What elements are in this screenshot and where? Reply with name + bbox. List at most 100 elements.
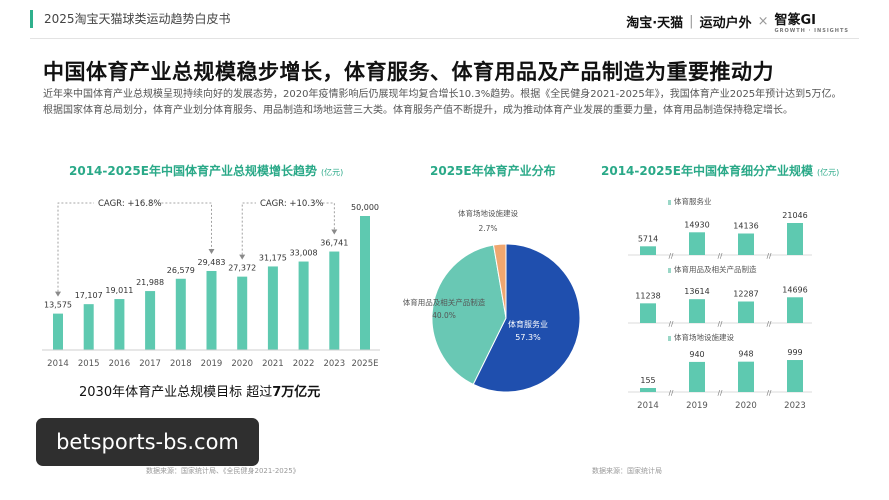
x-tick-2014: 2014 [47, 359, 69, 369]
series-title-venue: 体育场地设施建设 [674, 332, 734, 342]
pie-label-venue-name: 体育场地设施建设 [458, 208, 518, 218]
cagr-1-arrow-end [208, 248, 215, 254]
x-tick-right-2023: 2023 [784, 401, 806, 411]
bar-value-goods-2019: 13614 [684, 287, 709, 296]
cagr-1-arrow-start [55, 291, 61, 297]
cagr-2-label-bg [256, 196, 312, 209]
bar-goods-2023 [787, 297, 803, 323]
x-tick-2017: 2017 [139, 359, 161, 369]
x-tick-2025E: 2025E [351, 359, 378, 369]
pie-slice-2 [431, 244, 507, 386]
bar-venue-2020 [738, 361, 754, 392]
bar-2023 [329, 251, 340, 350]
bar-value-2019: 29,483 [198, 258, 226, 267]
bar-value-venue-2020: 948 [738, 350, 753, 359]
pie-label-goods-name: 体育用品及相关产品制造 [403, 297, 486, 307]
bar-goods-2020 [738, 301, 754, 323]
pie-slice-3 [492, 243, 507, 319]
axis-break-venue-2: // [767, 389, 772, 397]
source-left: 数据来源：国家统计局、《全民健身2021-2025》 [146, 467, 300, 475]
x-tick-right-2019: 2019 [686, 401, 708, 411]
bar-value-goods-2014: 11238 [635, 291, 660, 300]
axis-break-goods-2: // [767, 320, 772, 328]
brand-partner-en: GROWTH · INSIGHTS [774, 28, 849, 34]
bar-goods-2014 [640, 303, 656, 323]
cagr-2-label: CAGR: +10.3% [260, 199, 324, 209]
bar-value-goods-2020: 12287 [733, 289, 758, 298]
series-marker-venue [668, 336, 671, 341]
series-marker-goods [668, 268, 671, 273]
bar-value-2015: 17,107 [75, 291, 103, 300]
bar-2017 [145, 291, 156, 350]
bar-value-2022: 33,008 [290, 249, 318, 258]
header-divider [30, 38, 859, 39]
bar-value-2014: 13,575 [44, 301, 72, 310]
x-tick-2015: 2015 [78, 359, 100, 369]
x-tick-right-2014: 2014 [637, 401, 659, 411]
x-tick-right-2020: 2020 [735, 401, 757, 411]
bar-service-2020 [738, 233, 754, 255]
axis-break-venue-1: // [718, 389, 723, 397]
bar-value-2020: 27,372 [228, 264, 256, 273]
right-chart-unit: (亿元) [816, 168, 840, 177]
pie-label-goods-value: 40.0% [432, 311, 456, 320]
cagr-1-label-bg [94, 196, 150, 209]
bar-value-2021: 31,175 [259, 253, 287, 262]
series-marker-service [668, 200, 671, 205]
bar-goods-2019 [689, 299, 705, 323]
bar-value-goods-2023: 14696 [782, 285, 807, 294]
left-chart-title: 2014-2025E年中国体育产业总规模增长趋势 (亿元) [69, 164, 344, 178]
bar-2014 [53, 313, 63, 350]
pie-slice-1 [472, 243, 581, 393]
bar-2019 [206, 270, 217, 350]
bar-service-2023 [787, 223, 803, 255]
axis-break-service-2: // [767, 252, 772, 260]
bar-2018 [175, 278, 186, 350]
bar-value-service-2020: 14136 [733, 222, 758, 231]
mid-chart-title: 2025E年体育产业分布 [430, 164, 556, 178]
brand-logo: 淘宝·天猫 | 运动户外 × 智篆GI GROWTH · INSIGHTS [626, 9, 849, 34]
right-chart-title: 2014-2025E年中国体育细分产业规模 (亿元) [601, 164, 840, 178]
x-tick-2021: 2021 [262, 359, 284, 369]
axis-break-venue-0: // [669, 389, 674, 397]
bar-venue-2019 [689, 361, 705, 392]
x-tick-2018: 2018 [170, 359, 192, 369]
series-title-goods: 体育用品及相关产品制造 [674, 264, 757, 274]
bar-value-2018: 26,579 [167, 266, 195, 275]
pie-label-service-value: 57.3% [515, 333, 541, 342]
axis-break-service-1: // [718, 252, 723, 260]
cagr-1-label: CAGR: +16.8% [98, 199, 162, 209]
bar-2020 [237, 276, 248, 350]
bar-2016 [114, 299, 125, 350]
bar-2022 [298, 261, 309, 350]
brand-x: × [757, 14, 769, 29]
bar-venue-2014 [640, 388, 656, 392]
report-title: 2025淘宝天猫球类运动趋势白皮书 [44, 12, 231, 26]
brand-divider: | [689, 14, 694, 29]
bar-value-venue-2023: 999 [787, 348, 802, 357]
header-accent-bar [30, 10, 33, 28]
pie-label-venue-value: 2.7% [478, 224, 497, 233]
watermark-badge: betsports-bs.com [36, 418, 259, 466]
brand-main: 淘宝·天猫 [626, 16, 684, 31]
target-statement: 2030年体育产业总规模目标 超过7万亿元 [79, 385, 321, 400]
bar-value-service-2014: 5714 [638, 234, 658, 243]
axis-break-service-0: // [669, 252, 674, 260]
bar-2021 [267, 266, 278, 350]
source-right: 数据来源：国家统计局 [592, 467, 662, 475]
page-title: 中国体育产业总规模稳步增长，体育服务、体育用品及产品制造为重要推动力 [43, 60, 774, 84]
pie-label-service-name: 体育服务业 [508, 319, 548, 329]
cagr-2-arrow-start [239, 254, 246, 260]
bar-value-venue-2019: 940 [689, 350, 704, 359]
axis-break-goods-0: // [669, 320, 674, 328]
bar-value-2017: 21,988 [136, 278, 164, 287]
bar-venue-2023 [787, 360, 803, 392]
x-tick-2020: 2020 [231, 359, 253, 369]
brand-sub: 运动户外 [699, 16, 752, 31]
bar-value-venue-2014: 155 [640, 376, 655, 385]
bar-value-service-2023: 21046 [782, 211, 807, 220]
intro-paragraph: 近年来中国体育产业总规模呈现持续向好的发展态势，2020年疫情影响后仍展现年均复… [43, 89, 842, 116]
bar-2025E [360, 216, 370, 350]
